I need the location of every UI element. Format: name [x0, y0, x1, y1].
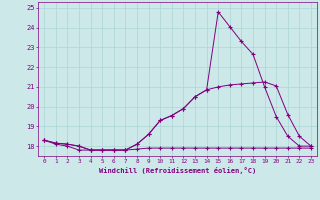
- X-axis label: Windchill (Refroidissement éolien,°C): Windchill (Refroidissement éolien,°C): [99, 167, 256, 174]
